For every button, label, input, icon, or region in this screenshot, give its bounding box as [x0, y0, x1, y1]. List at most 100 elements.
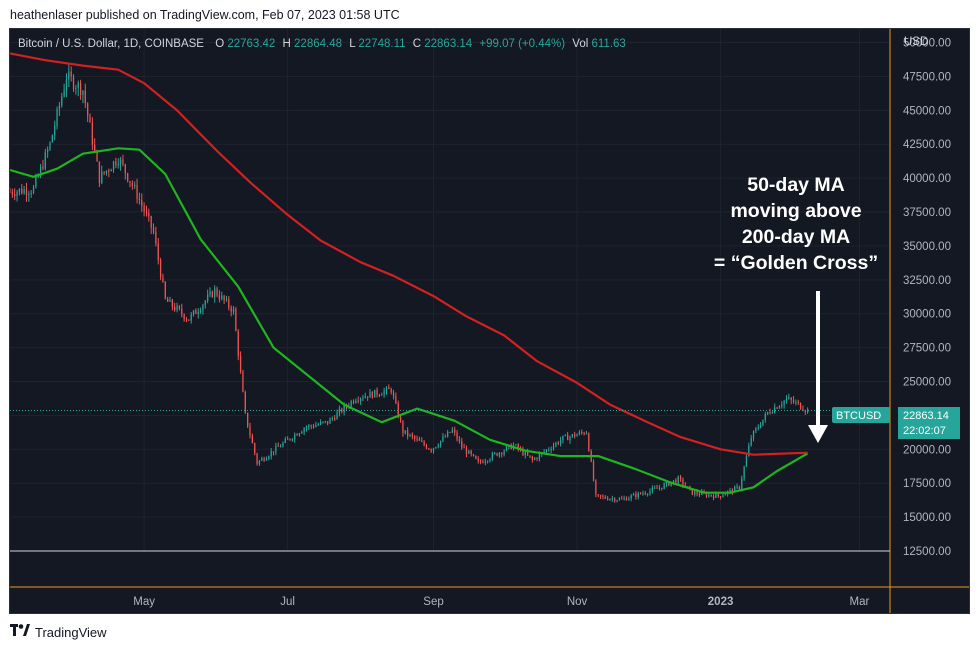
- candle: [79, 79, 82, 100]
- y-tick-label: 40000.00: [903, 173, 951, 185]
- candle: [352, 399, 355, 405]
- x-tick-label: Mar: [850, 596, 870, 608]
- candle: [228, 296, 230, 311]
- candle: [272, 451, 275, 456]
- candle: [752, 430, 755, 442]
- y-tick-label: 15000.00: [903, 512, 951, 524]
- candle: [167, 296, 169, 302]
- candle: [185, 316, 188, 323]
- candle: [503, 449, 505, 457]
- candle: [21, 184, 23, 195]
- candle: [322, 421, 324, 424]
- candle: [129, 180, 131, 188]
- candle: [301, 430, 303, 434]
- candle: [327, 421, 329, 426]
- candle: [235, 306, 237, 332]
- candle: [632, 492, 635, 496]
- candle: [797, 399, 799, 405]
- candle: [124, 163, 126, 180]
- candle: [230, 305, 232, 317]
- candles: [10, 63, 809, 503]
- annotation-line-1: 50-day MA: [747, 174, 845, 196]
- candle: [795, 399, 797, 406]
- candle: [138, 192, 141, 205]
- footer-brand[interactable]: TradingView: [10, 624, 107, 640]
- legend-low-value: 22748.11: [358, 38, 405, 50]
- candle: [661, 487, 663, 491]
- candle: [571, 433, 573, 438]
- candle: [204, 299, 206, 309]
- legend-close-label: C: [413, 38, 421, 50]
- candle: [150, 215, 152, 234]
- candle: [190, 311, 192, 324]
- candle: [642, 490, 644, 496]
- candle: [315, 421, 317, 428]
- candle: [112, 160, 115, 173]
- candle: [785, 395, 788, 404]
- candle: [82, 90, 84, 104]
- candle: [468, 449, 470, 454]
- legend-volume-label: Vol: [572, 38, 588, 50]
- candle: [435, 446, 437, 449]
- candle: [18, 188, 21, 196]
- candle: [588, 432, 590, 452]
- candle: [216, 286, 218, 298]
- candle: [757, 424, 759, 431]
- candle: [56, 106, 58, 130]
- candle: [11, 188, 13, 198]
- candle: [552, 442, 555, 451]
- candle: [463, 443, 465, 449]
- candle: [319, 419, 322, 426]
- y-tick-label: 20000.00: [903, 444, 951, 456]
- candle: [778, 405, 781, 409]
- candle: [392, 389, 395, 400]
- candle: [378, 393, 381, 398]
- y-tick-label: 25000.00: [903, 377, 951, 389]
- price-chart[interactable]: 12500.0015000.0017500.0020000.0022500.00…: [10, 29, 970, 614]
- candle: [164, 280, 166, 300]
- candle: [651, 485, 653, 494]
- candle: [407, 427, 409, 440]
- candle: [494, 451, 496, 455]
- candle: [336, 409, 338, 420]
- candle: [94, 138, 96, 153]
- candle: [614, 497, 616, 503]
- candle: [799, 402, 802, 410]
- candle: [115, 157, 117, 169]
- candle: [576, 433, 578, 437]
- candle: [362, 394, 364, 402]
- legend-open-label: O: [215, 38, 224, 50]
- candle: [428, 447, 430, 450]
- candle: [679, 474, 682, 482]
- candle: [289, 438, 291, 441]
- candle: [14, 188, 16, 201]
- candle: [557, 440, 559, 446]
- candle: [774, 403, 776, 414]
- candle: [364, 392, 366, 399]
- candle: [390, 387, 392, 395]
- candle: [195, 308, 197, 315]
- candle: [324, 420, 326, 424]
- candle: [581, 429, 583, 435]
- candle: [536, 457, 538, 462]
- candle: [87, 102, 89, 122]
- candle: [404, 430, 406, 435]
- candle: [381, 392, 383, 396]
- candle: [439, 440, 442, 448]
- candle: [562, 435, 564, 444]
- price-label-price: 22863.14: [903, 410, 949, 422]
- candle: [263, 456, 265, 463]
- candle: [437, 443, 439, 449]
- candle: [134, 181, 136, 189]
- candle: [567, 431, 569, 441]
- candle: [197, 308, 199, 319]
- candle: [54, 120, 56, 141]
- candle: [44, 148, 46, 171]
- candle: [776, 406, 778, 410]
- x-tick-label: May: [133, 596, 155, 608]
- candle: [329, 417, 331, 424]
- candle: [416, 435, 418, 442]
- y-tick-label: 32500.00: [903, 275, 951, 287]
- candle: [385, 386, 388, 395]
- candle: [291, 438, 293, 442]
